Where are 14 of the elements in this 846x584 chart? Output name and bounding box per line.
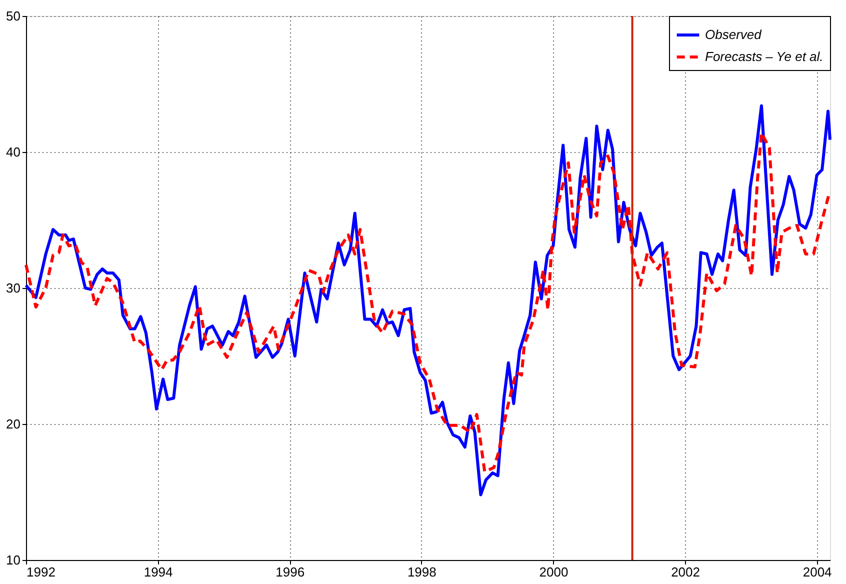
x-tick-label: 1996: [276, 564, 305, 580]
x-tick-label: 1994: [144, 564, 173, 580]
x-tick-label: 1998: [407, 564, 436, 580]
legend-label: Observed: [705, 27, 762, 42]
y-tick-label: 50: [6, 8, 20, 24]
x-tick-label: 1992: [26, 564, 56, 580]
x-tick-label: 2000: [539, 564, 568, 580]
y-tick-label: 20: [6, 416, 20, 432]
y-tick-label: 30: [6, 280, 20, 296]
x-tick-label: 2004: [802, 564, 832, 580]
y-tick-label: 10: [6, 552, 20, 568]
y-tick-label: 40: [6, 144, 20, 160]
legend-label: Forecasts – Ye et al.: [705, 49, 824, 64]
x-tick-label: 2002: [671, 564, 700, 580]
